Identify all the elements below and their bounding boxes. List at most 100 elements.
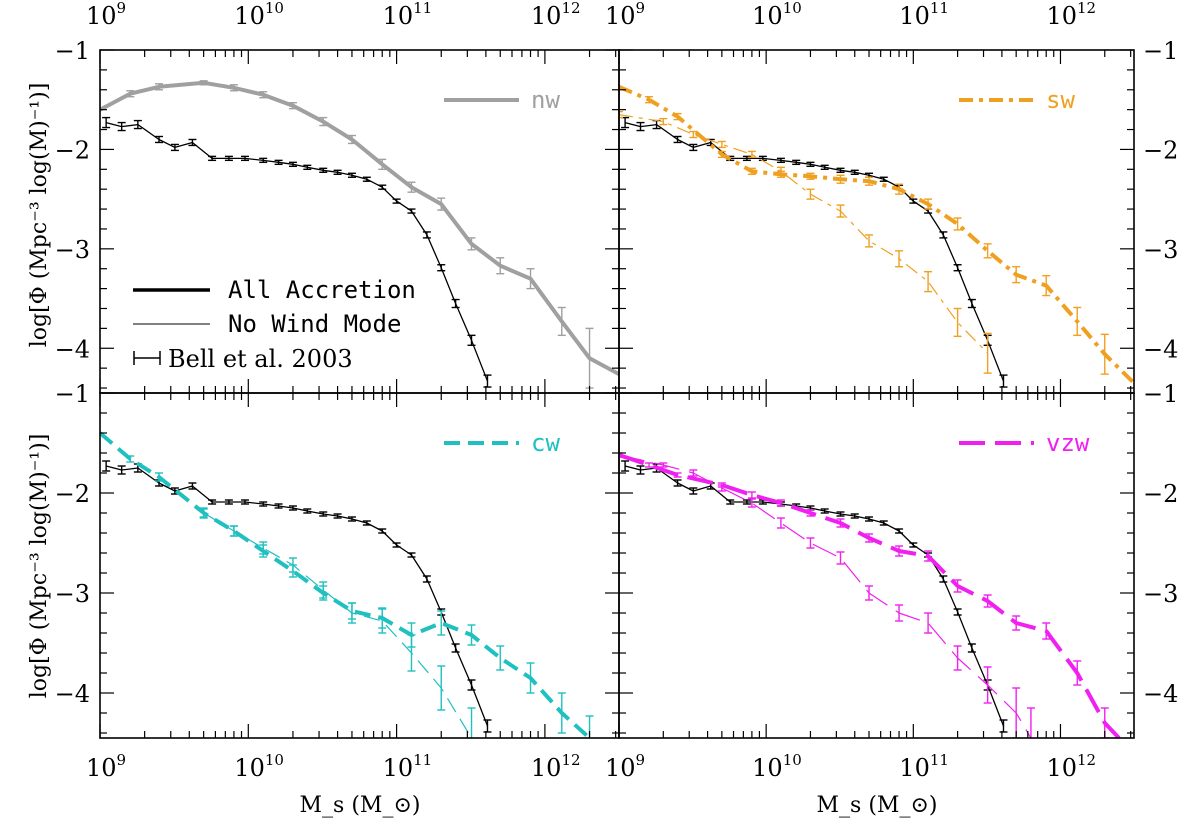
panel-nw-thick-errorbar xyxy=(126,90,135,98)
panel-sw-thin-errorbar xyxy=(689,130,698,139)
panel-vzw-thick-line xyxy=(619,453,1121,738)
panel-nw-thick-errorbar xyxy=(288,101,297,110)
bell-2003-errorbar xyxy=(274,503,283,509)
panel-sw-label: sw xyxy=(1046,86,1075,114)
panel-vzw-thin-errorbar xyxy=(717,484,726,492)
bell-2003-line xyxy=(105,121,489,382)
panel-nw-label: nw xyxy=(531,86,560,114)
bell-2003-errorbar xyxy=(392,198,401,204)
panel-vzw-thick-errorbar xyxy=(645,462,654,468)
panel-nw-thick-errorbar xyxy=(259,91,268,99)
y-tick-label-left: −1 xyxy=(55,37,90,65)
panel-sw-thick-errorbar xyxy=(1073,306,1082,337)
panel-cw-thin-errorbar xyxy=(347,602,356,624)
bell-2003-errorbar xyxy=(422,231,431,239)
panel-nw-thick-errorbar xyxy=(155,83,164,91)
bell-2003-errorbar xyxy=(155,135,164,144)
bell-2003-errorbar xyxy=(224,155,233,162)
bell-2003-errorbar xyxy=(689,143,698,152)
panel-nw-plot xyxy=(100,80,619,389)
bell-2003-errorbar xyxy=(240,499,249,505)
bell-2003-errorbar xyxy=(806,161,815,168)
legend-swatch-bell-errorbar xyxy=(133,351,161,365)
panel-vzw-thick-errorbar xyxy=(673,472,682,478)
bell-2003-errorbar xyxy=(170,143,179,152)
bell-2003-line xyxy=(624,465,1005,727)
panel-vzw-thick-errorbar xyxy=(776,499,785,507)
panel-cw-thin-errorbar xyxy=(378,608,387,634)
bell-2003-errorbar xyxy=(117,465,126,475)
bell-2003-errorbar xyxy=(836,511,845,517)
bell-2003-errorbar xyxy=(621,460,630,472)
panel-cw-thin-errorbar xyxy=(259,541,268,555)
panel-cw-thin-errorbar xyxy=(288,557,297,573)
bell-2003-errorbar xyxy=(362,176,371,182)
bell-2003-errorbar xyxy=(303,508,312,514)
panel-cw-plot xyxy=(100,431,594,738)
bell-2003-errorbar xyxy=(999,719,1008,733)
x-tick-label-bottom: 1011 xyxy=(899,751,949,782)
y-tick-label-left: −3 xyxy=(55,236,90,264)
panel-sw-thin-errorbar xyxy=(983,332,992,374)
panel-nw-thick-errorbar xyxy=(319,116,328,127)
x-tick-label-top: 1012 xyxy=(531,0,581,30)
panel-nw-thick-errorbar xyxy=(199,80,208,86)
bell-2003-errorbar xyxy=(879,176,888,182)
bell-2003-errorbar xyxy=(319,511,328,517)
x-tick-label-top: 109 xyxy=(86,0,126,30)
bell-2003-line xyxy=(105,465,489,727)
x-tick-label-top: 1010 xyxy=(752,0,802,30)
bell-2003-errorbar xyxy=(742,155,751,162)
panel-cw-thick-line xyxy=(100,431,591,738)
panel-vzw-thick-errorbar xyxy=(1073,660,1082,686)
panel-sw-thin-errorbar xyxy=(836,204,845,218)
panel-sw-thick-errorbar xyxy=(983,243,992,259)
bell-2003-errorbar xyxy=(188,482,197,490)
bell-2003-errorbar xyxy=(240,155,249,162)
panel-sw-thick-errorbar xyxy=(645,96,654,104)
panel-vzw-thin-errorbar xyxy=(1012,687,1021,738)
bell-2003-errorbar xyxy=(362,520,371,526)
bell-2003-errorbar xyxy=(319,167,328,173)
bell-2003-errorbar xyxy=(483,719,492,733)
panel-cw-thin-errorbar xyxy=(319,581,328,599)
panel-vzw-thick-errorbar xyxy=(983,594,992,608)
panel-sw-thick-errorbar xyxy=(1012,266,1021,284)
panel-cw-thick-errorbar xyxy=(585,715,594,738)
panel-sw-thick-errorbar xyxy=(924,198,933,210)
panel-sw-thick-errorbar xyxy=(747,167,756,175)
panel-vzw-thin-errorbar xyxy=(836,551,845,565)
bell-2003-errorbar xyxy=(836,167,845,173)
bell-2003-errorbar xyxy=(102,116,111,129)
panel-frame-vzw xyxy=(618,392,1135,739)
y-tick-label-right: −4 xyxy=(1143,680,1178,708)
panel-vzw-thin-errorbar xyxy=(1026,707,1035,738)
panel-nw-thick-line xyxy=(100,80,619,376)
bell-2003-errorbar xyxy=(303,164,312,171)
bell-2003-errorbar xyxy=(726,499,735,505)
bell-2003-errorbar xyxy=(999,374,1008,388)
panel-vzw-thick-errorbar xyxy=(836,518,845,528)
bell-2003-errorbar xyxy=(117,121,126,132)
bell-2003-errorbar xyxy=(636,465,645,475)
bell-2003-errorbar xyxy=(437,264,446,272)
panel-vzw-thick-errorbar xyxy=(865,533,874,543)
bell-2003-errorbar xyxy=(636,121,645,132)
x-tick-label-bottom: 1012 xyxy=(1046,751,1096,782)
bell-2003-errorbar xyxy=(909,542,918,548)
bell-2003-errorbar xyxy=(467,334,476,346)
y-tick-label-right: −3 xyxy=(1143,580,1178,608)
bell-2003-errorbar xyxy=(909,198,918,204)
bell-2003-errorbar xyxy=(347,516,356,522)
bell-2003-errorbar xyxy=(850,513,859,519)
panel-vzw-thick-errorbar xyxy=(1012,615,1021,631)
panel-nw-thick-errorbar xyxy=(407,181,416,193)
y-tick-label-left: −3 xyxy=(55,580,90,608)
bell-2003-errorbar xyxy=(188,138,197,147)
bell-2003-errorbar xyxy=(451,643,460,653)
y-tick-label-right: −1 xyxy=(1143,37,1178,65)
y-axis-title-top: log[Φ (Mpc⁻³ log(M)⁻¹)] xyxy=(27,83,52,348)
panel-vzw-thin-errorbar xyxy=(895,604,904,622)
bell-2003-errorbar xyxy=(288,161,297,168)
bell-2003-errorbar xyxy=(850,169,859,175)
